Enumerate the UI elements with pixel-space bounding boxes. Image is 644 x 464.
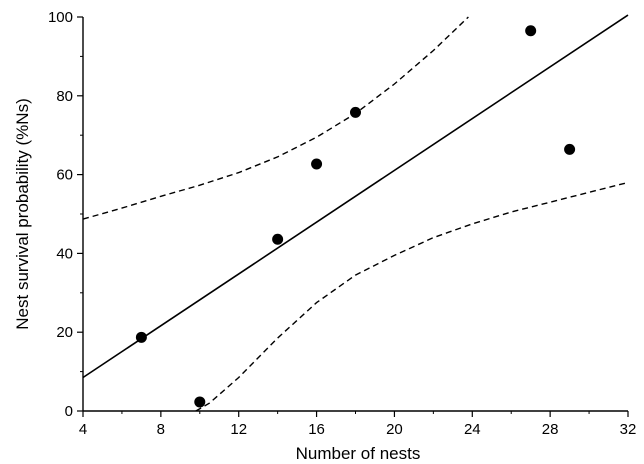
y-tick-label: 60: [56, 167, 73, 184]
data-point: [564, 143, 576, 155]
plot-lines: [82, 14, 629, 412]
y-tick-label: 80: [56, 88, 73, 105]
x-tick-label: 12: [230, 421, 247, 438]
axes: [82, 17, 628, 412]
y-tick-label: 40: [56, 245, 73, 262]
x-tick-label: 20: [386, 421, 403, 438]
data-point: [135, 331, 147, 343]
data-point: [311, 158, 323, 170]
x-tick-label: 28: [542, 421, 559, 438]
confidence-band-lower: [195, 181, 629, 412]
y-tick-label: 0: [65, 403, 73, 420]
plot-points: [135, 25, 576, 408]
x-tick-label: 4: [79, 421, 87, 438]
data-point: [525, 25, 537, 37]
x-tick-label: 8: [157, 421, 165, 438]
y-tick-label: 100: [48, 9, 73, 26]
data-point: [350, 106, 361, 118]
regression-line: [82, 14, 629, 379]
y-axis-title: Nest survival probability (%Ns): [13, 98, 32, 329]
confidence-band-upper: [82, 16, 469, 220]
ticks: 4 8 12 16 20 24 28 32 0 20 40 60 80 100: [48, 9, 636, 438]
data-point: [272, 233, 284, 245]
x-tick-label: 24: [464, 421, 481, 438]
x-tick-label: 16: [308, 421, 325, 438]
data-point: [194, 396, 206, 408]
y-tick-label: 20: [56, 324, 73, 341]
x-axis-title: Number of nests: [296, 444, 421, 463]
x-tick-label: 32: [620, 421, 637, 438]
